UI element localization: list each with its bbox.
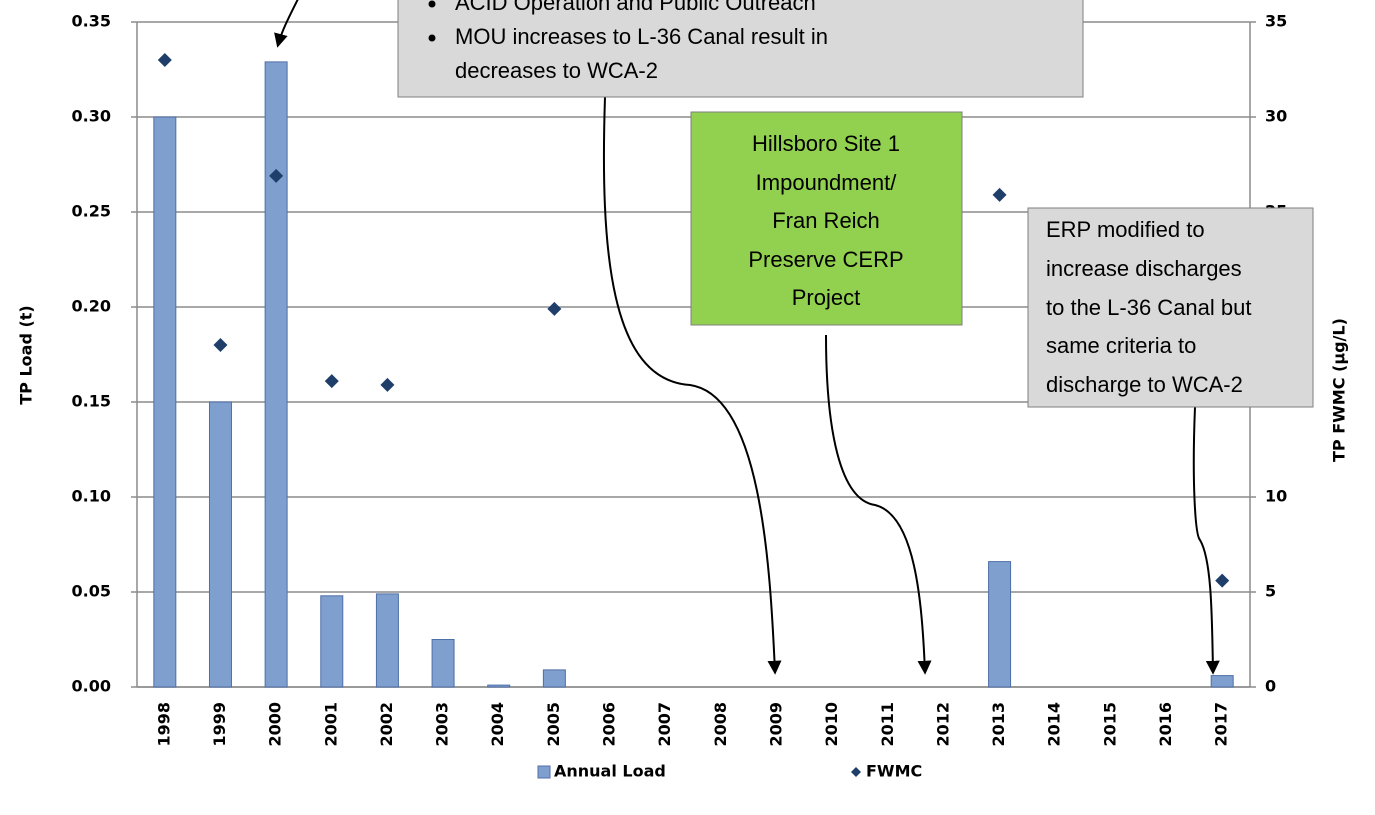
legend-label: Annual Load [554, 762, 666, 781]
callout-text: ACID Operation and Public Outreach [455, 0, 816, 15]
plot-area: 0.000.050.100.150.200.250.300.3505101520… [72, 12, 1288, 781]
annotations: ACID Operation and Public Outreach MOU i… [274, 0, 1314, 675]
point [992, 187, 1007, 202]
point [269, 168, 284, 183]
y2-tick-label: 30 [1265, 107, 1287, 126]
arrow [602, 96, 782, 675]
x-tick-label: 2008 [711, 702, 730, 747]
point [213, 338, 228, 352]
y2-axis-title: TP FWMC (µg/L) [1330, 318, 1349, 462]
callout-text: Project [792, 285, 860, 310]
x-tick-label: 2016 [1156, 702, 1175, 747]
y2-tick-label: 0 [1265, 677, 1276, 696]
x-tick-label: 2015 [1100, 702, 1119, 747]
callout-text: ERP modified to [1046, 217, 1205, 242]
x-tick-label: 1999 [210, 702, 229, 747]
y-tick-label: 0.35 [72, 12, 111, 31]
x-tick-label: 2014 [1045, 702, 1064, 747]
x-tick-label: 2007 [655, 702, 674, 747]
point [380, 377, 395, 392]
bar [1210, 675, 1234, 688]
point [324, 374, 339, 389]
bar [320, 595, 344, 688]
callout-text: Impoundment/ [756, 170, 898, 195]
callout-text: increase discharges [1046, 256, 1242, 281]
legend-label: FWMC [866, 762, 922, 781]
x-tick-label: 2001 [321, 702, 340, 747]
y-tick-label: 0.30 [72, 107, 111, 126]
y-tick-label: 0.15 [72, 392, 111, 411]
bar [431, 639, 455, 688]
callout-box [1027, 207, 1314, 408]
y-tick-label: 0.00 [72, 677, 111, 696]
point [547, 301, 562, 316]
bar [487, 684, 511, 688]
callout-text: Preserve CERP [748, 247, 903, 272]
x-tick-label: 2013 [989, 702, 1008, 747]
x-tick-label: 2009 [766, 702, 785, 747]
bullet [428, 0, 436, 8]
x-tick-label: 2002 [377, 702, 396, 747]
point [1215, 573, 1230, 588]
bar [988, 561, 1012, 688]
y2-tick-label: 10 [1265, 487, 1287, 506]
y2-tick-label: 35 [1265, 12, 1287, 31]
arrow [274, 0, 299, 48]
callout-box [690, 111, 963, 326]
bar [208, 401, 232, 688]
x-tick-label: 2006 [600, 702, 619, 747]
y-tick-label: 0.20 [72, 297, 111, 316]
callout-text: Fran Reich [772, 208, 880, 233]
x-tick-label: 2012 [933, 702, 952, 747]
callout-text: same criteria to [1046, 333, 1196, 358]
bar [153, 116, 177, 688]
x-tick-label: 2000 [266, 702, 285, 747]
callout-text: discharge to WCA-2 [1046, 372, 1243, 397]
callout-text: MOU increases to L-36 Canal result in [455, 24, 828, 49]
callout-box [397, 0, 1084, 98]
legend-marker [851, 767, 861, 777]
x-tick-label: 2010 [822, 702, 841, 747]
x-tick-label: 2004 [488, 702, 507, 747]
y-axis-title: TP Load (t) [17, 305, 36, 405]
callout-text: decreases to WCA-2 [455, 58, 658, 83]
y-tick-label: 0.10 [72, 487, 111, 506]
bar [375, 593, 399, 688]
x-tick-label: 2005 [544, 702, 563, 747]
callout-text: Hillsboro Site 1 [752, 131, 900, 156]
bullet [428, 34, 436, 42]
legend-marker [537, 765, 551, 779]
x-tick-label: 2003 [433, 702, 452, 747]
bar [264, 61, 288, 688]
y-tick-label: 0.25 [72, 202, 111, 221]
x-tick-label: 1998 [154, 702, 173, 747]
point [157, 53, 172, 67]
x-tick-label: 2017 [1212, 702, 1231, 747]
arrow [825, 334, 932, 675]
y-tick-label: 0.05 [72, 582, 111, 601]
bar [542, 669, 566, 688]
arrow [1192, 406, 1220, 675]
y2-tick-label: 5 [1265, 582, 1276, 601]
callout-text: to the L-36 Canal but [1046, 295, 1251, 320]
x-tick-label: 2011 [878, 702, 897, 747]
